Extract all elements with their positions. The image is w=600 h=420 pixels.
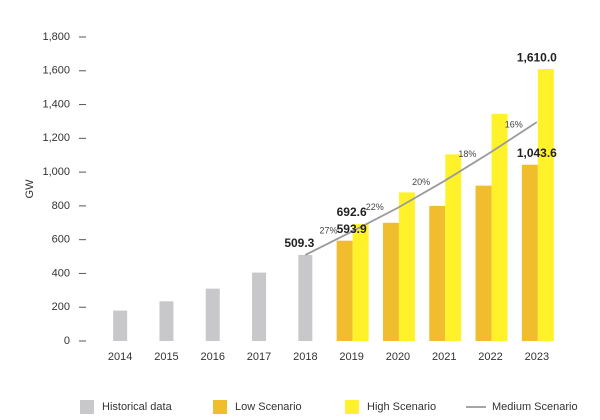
y-axis-label: GW bbox=[24, 179, 36, 199]
bar bbox=[398, 192, 415, 341]
bar bbox=[537, 69, 554, 341]
y-tick-label: 400 bbox=[52, 267, 70, 279]
x-tick-label: 2019 bbox=[339, 351, 363, 363]
x-tick-label: 2017 bbox=[247, 351, 271, 363]
line bbox=[304, 121, 538, 256]
growth-label: 27% bbox=[319, 226, 337, 236]
data-label: 593.9 bbox=[337, 222, 367, 236]
bar bbox=[521, 164, 538, 341]
bar bbox=[205, 288, 220, 341]
bar bbox=[113, 310, 128, 341]
data-label: 509.3 bbox=[284, 236, 314, 250]
y-tick-label: 1,000 bbox=[42, 166, 70, 178]
legend-label: Historical data bbox=[102, 401, 173, 413]
growth-label: 22% bbox=[366, 202, 384, 212]
x-tick-label: 2020 bbox=[386, 351, 410, 363]
data-label: 692.6 bbox=[337, 205, 367, 219]
bar bbox=[159, 301, 174, 341]
bar bbox=[445, 154, 462, 341]
legend-label: Low Scenario bbox=[235, 401, 302, 413]
bar bbox=[382, 222, 399, 341]
bar bbox=[252, 272, 267, 341]
legend-label: Medium Scenario bbox=[492, 401, 578, 413]
bar bbox=[491, 113, 508, 341]
growth-label: 20% bbox=[412, 177, 430, 187]
y-tick-label: 1,600 bbox=[42, 65, 70, 77]
data-label: 1,043.6 bbox=[517, 146, 557, 160]
x-tick-label: 2016 bbox=[201, 351, 225, 363]
x-tick-label: 2014 bbox=[108, 351, 132, 363]
y-tick-label: 0 bbox=[64, 335, 70, 347]
legend-swatch bbox=[345, 400, 359, 414]
y-tick-label: 200 bbox=[52, 301, 70, 313]
bar bbox=[336, 240, 353, 341]
y-tick-label: 1,200 bbox=[42, 132, 70, 144]
legend-swatch bbox=[213, 400, 227, 414]
bar bbox=[475, 185, 492, 341]
x-tick-label: 2021 bbox=[432, 351, 456, 363]
bar bbox=[429, 205, 446, 341]
x-tick-label: 2015 bbox=[154, 351, 178, 363]
growth-label: 16% bbox=[505, 120, 523, 130]
legend-swatch bbox=[80, 400, 94, 414]
growth-label: 18% bbox=[458, 149, 476, 159]
y-tick-label: 1,800 bbox=[42, 31, 70, 43]
x-tick-label: 2022 bbox=[478, 351, 502, 363]
bar bbox=[298, 254, 313, 341]
legend-label: High Scenario bbox=[367, 401, 436, 413]
x-tick-label: 2023 bbox=[525, 351, 549, 363]
x-tick-label: 2018 bbox=[293, 351, 317, 363]
y-tick-label: 1,400 bbox=[42, 98, 70, 110]
y-tick-label: 800 bbox=[52, 200, 70, 212]
y-tick-label: 600 bbox=[52, 234, 70, 246]
bar bbox=[352, 224, 369, 341]
data-label: 1,610.0 bbox=[517, 50, 557, 64]
